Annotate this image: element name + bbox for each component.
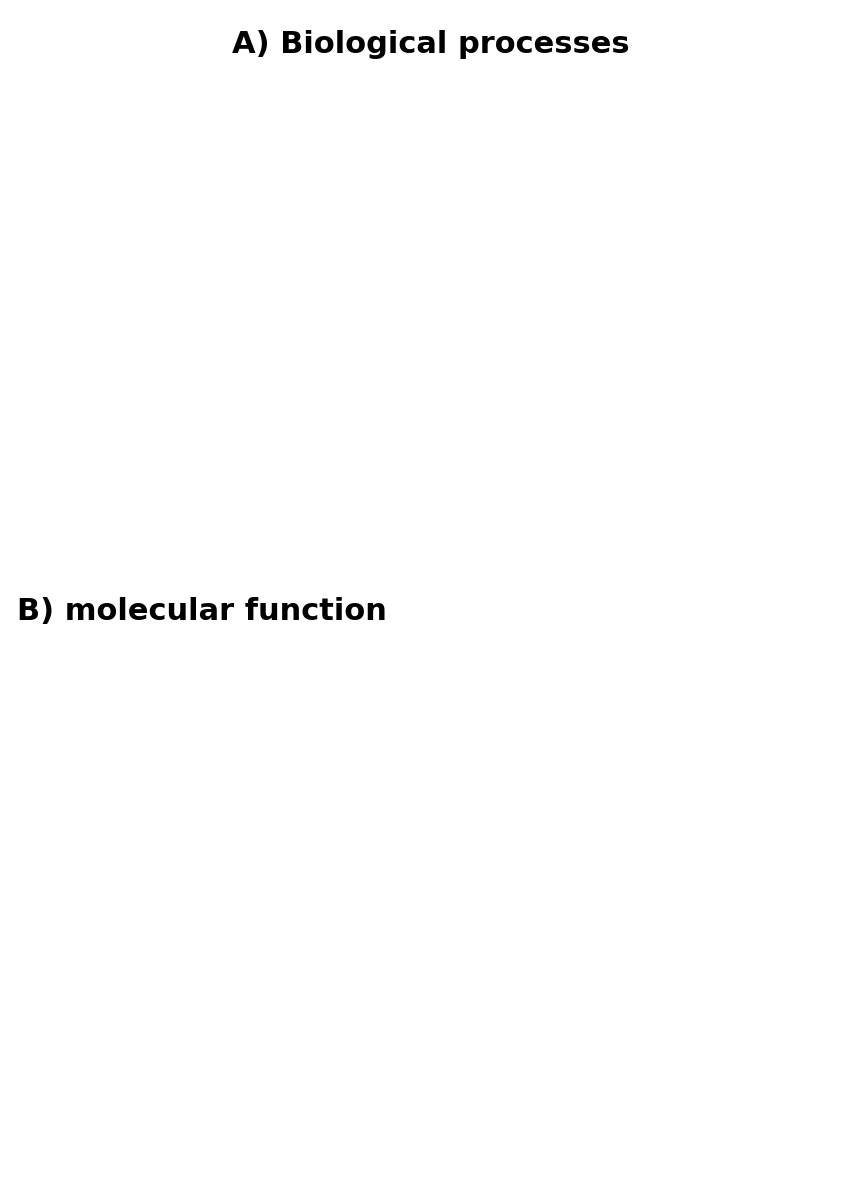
Text: DNA-binding transcription factor activity: DNA-binding transcription factor activit… xyxy=(66,752,336,765)
Text: regulation of biological
process: regulation of biological process xyxy=(470,144,623,171)
Text: amine metabolic process: amine metabolic process xyxy=(87,459,254,472)
Text: A) Biological processes: A) Biological processes xyxy=(232,30,629,60)
Text: S-adenosylmethionine biosynthetic process: S-adenosylmethionine biosynthetic proces… xyxy=(49,152,339,165)
Text: indole-contai...: indole-contai... xyxy=(307,494,406,507)
Text: amino sugar biosynthetic process: amino sugar biosynthetic process xyxy=(49,335,274,348)
Text: response to
starvation: response to starvation xyxy=(392,234,469,262)
Text: spermine metabolic process: spermine metabolic process xyxy=(77,530,264,543)
Text: adenosylmethionine decarboxylase activity: adenosylmethionine decarboxylase activit… xyxy=(56,1015,346,1029)
Text: regulation of
DNA-templated
transcription: regulation of DNA-templated transcriptio… xyxy=(680,135,783,178)
Text: S-adenosylmethioni...: S-adenosylmethioni... xyxy=(283,177,428,190)
Text: biological regulation: biological regulation xyxy=(419,494,554,507)
Text: regulation of metabolic
process: regulation of metabolic process xyxy=(654,325,809,354)
Text: indole-contai...: indole-contai... xyxy=(306,360,405,372)
Text: protein dimerization activity: protein dimerization activity xyxy=(628,893,816,907)
Text: plant organ development: plant organ development xyxy=(617,494,786,507)
Text: B) molecular function: B) molecular function xyxy=(17,598,387,627)
Text: protein heterodimerization activity: protein heterodimerization activity xyxy=(377,893,609,907)
Text: regulation of biosynthetic
process: regulation of biosynthetic process xyxy=(461,325,633,354)
